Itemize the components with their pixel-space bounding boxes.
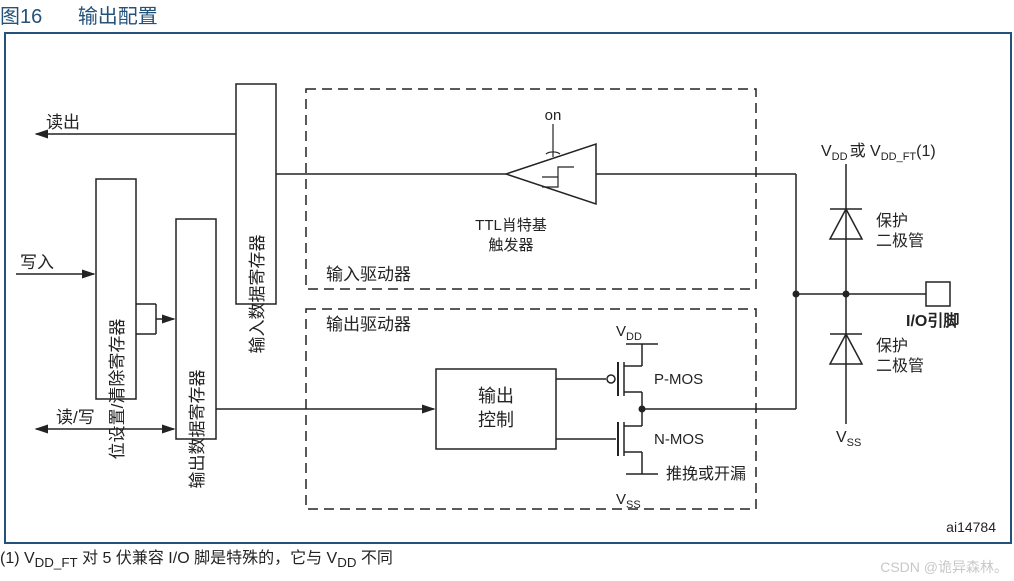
- svg-text:触发器: 触发器: [488, 237, 533, 254]
- svg-text:P-MOS: P-MOS: [654, 371, 703, 388]
- svg-text:on: on: [545, 107, 562, 124]
- figure-title: 图16 输出配置: [0, 0, 158, 29]
- figure-caption: 输出配置: [78, 6, 158, 28]
- bit-set-reset-register: 位设置/清除寄存器: [96, 179, 136, 459]
- output-driver-label: 输出驱动器: [326, 315, 411, 334]
- svg-text:输出数据寄存器: 输出数据寄存器: [188, 370, 207, 489]
- read-write-label: 读/写: [56, 408, 95, 427]
- io-pin-pad: [926, 282, 950, 306]
- protection-diode-top: 保护 二极管: [830, 164, 924, 294]
- vdd-or-vddft-label: VDD或 VDD_FT(1): [821, 142, 936, 163]
- vdd-rail-label: VDD: [616, 323, 642, 343]
- bitset-to-outdata-connector: [136, 304, 174, 334]
- figure-number: 图16: [0, 6, 42, 28]
- svg-text:N-MOS: N-MOS: [654, 431, 704, 448]
- pmos-transistor: P-MOS: [556, 344, 703, 409]
- footnote: (1) VDD_FT 对 5 伏兼容 I/O 脚是特殊的，它与 VDD 不同: [0, 544, 393, 570]
- svg-text:TTL肖特基: TTL肖特基: [475, 217, 547, 234]
- svg-text:输出: 输出: [478, 386, 514, 406]
- input-driver-box: [306, 89, 756, 289]
- diode-junction-node: [843, 291, 850, 298]
- vss-diode-label: VSS: [836, 429, 861, 449]
- svg-text:二极管: 二极管: [876, 232, 924, 250]
- read-out-label: 读出: [46, 113, 80, 132]
- input-driver-label: 输入驱动器: [326, 265, 411, 284]
- circuit-diagram: 位设置/清除寄存器 输出数据寄存器 输入数据寄存器 读出 写入 读/写 输入驱动…: [6, 34, 1010, 542]
- pushpull-label: 推挽或开漏: [666, 465, 746, 483]
- svg-text:控制: 控制: [478, 410, 514, 430]
- write-in-label: 写入: [20, 253, 54, 272]
- svg-text:保护: 保护: [876, 337, 908, 355]
- vss-rail-label: VSS: [616, 491, 641, 511]
- watermark: CSDN @诡异森林。: [880, 557, 1008, 577]
- svg-text:输入数据寄存器: 输入数据寄存器: [248, 235, 267, 354]
- io-pin-label: I/O引脚: [906, 312, 959, 330]
- input-data-register: 输入数据寄存器: [236, 84, 276, 354]
- svg-text:位设置/清除寄存器: 位设置/清除寄存器: [108, 319, 127, 460]
- svg-text:二极管: 二极管: [876, 357, 924, 375]
- schmitt-trigger: on TTL肖特基 触发器: [475, 107, 596, 254]
- output-control-box: 输出 控制: [436, 369, 556, 449]
- output-data-register: 输出数据寄存器: [176, 219, 216, 489]
- diagram-frame: 位设置/清除寄存器 输出数据寄存器 输入数据寄存器 读出 写入 读/写 输入驱动…: [4, 32, 1012, 544]
- nmos-transistor: N-MOS: [556, 409, 704, 474]
- diagram-code: ai14784: [946, 519, 996, 535]
- svg-text:保护: 保护: [876, 212, 908, 230]
